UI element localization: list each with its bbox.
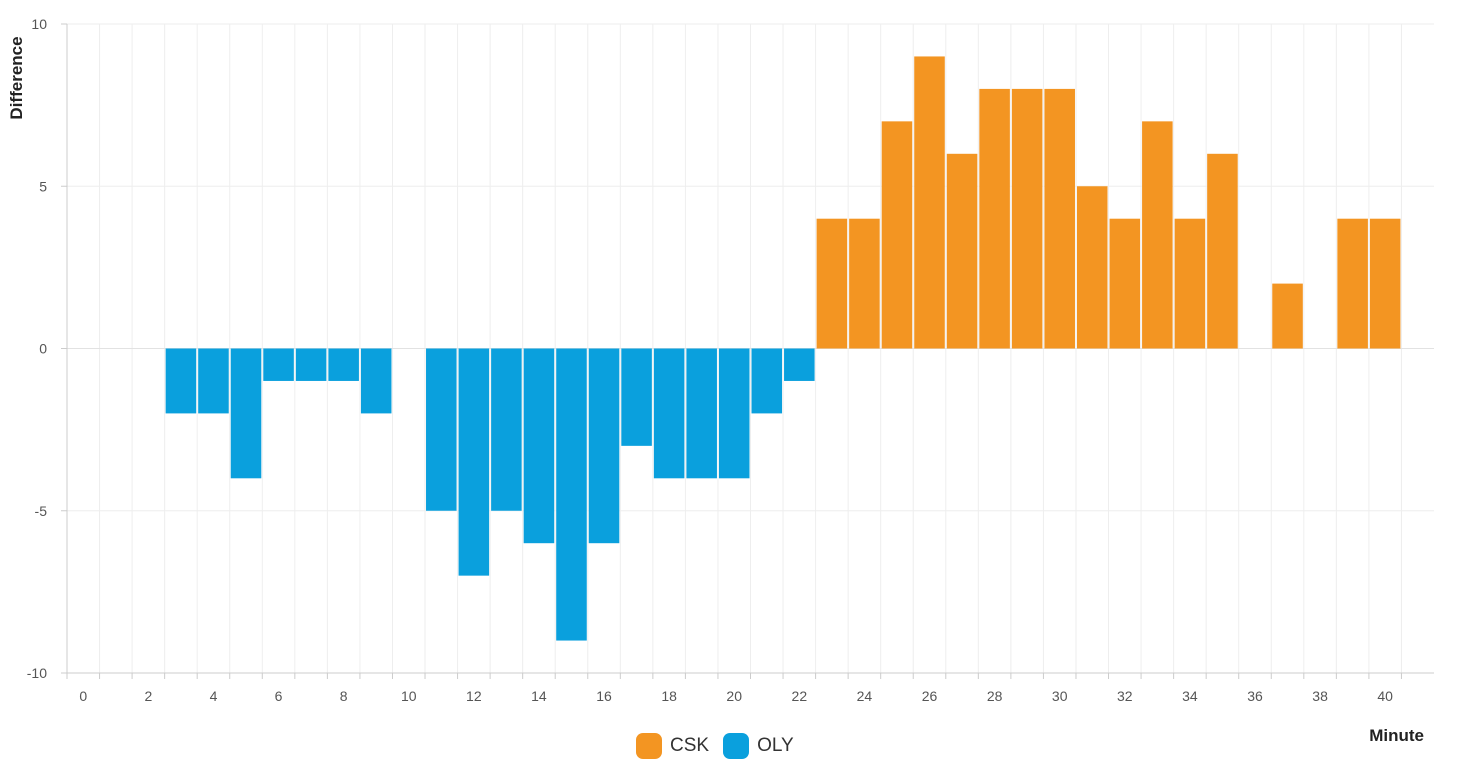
bar-oly-minute-14[interactable] bbox=[523, 348, 555, 544]
legend-item-oly[interactable]: OLY bbox=[723, 733, 794, 759]
bar-csk-minute-32[interactable] bbox=[1109, 218, 1141, 349]
bar-csk-minute-31[interactable] bbox=[1076, 186, 1108, 349]
bar-csk-minute-26[interactable] bbox=[914, 56, 945, 349]
x-tick-label: 0 bbox=[79, 688, 87, 704]
bar-oly-minute-17[interactable] bbox=[621, 348, 652, 446]
bar-oly-minute-3[interactable] bbox=[165, 348, 197, 414]
bar-oly-minute-7[interactable] bbox=[295, 348, 327, 381]
x-tick-label: 18 bbox=[661, 688, 677, 704]
bar-oly-minute-9[interactable] bbox=[360, 348, 392, 414]
bar-oly-minute-21[interactable] bbox=[751, 348, 783, 414]
y-axis-title: Difference bbox=[7, 36, 26, 119]
bar-oly-minute-8[interactable] bbox=[328, 348, 359, 381]
y-tick-label: -10 bbox=[27, 665, 47, 681]
bar-csk-minute-27[interactable] bbox=[946, 153, 978, 349]
bar-oly-minute-15[interactable] bbox=[556, 348, 587, 641]
bar-csk-minute-35[interactable] bbox=[1207, 153, 1238, 349]
x-tick-label: 40 bbox=[1377, 688, 1393, 704]
bar-oly-minute-4[interactable] bbox=[198, 348, 229, 414]
bar-csk-minute-30[interactable] bbox=[1044, 88, 1075, 349]
bar-oly-minute-22[interactable] bbox=[784, 348, 815, 381]
y-tick-label: 0 bbox=[39, 341, 47, 357]
x-tick-label: 34 bbox=[1182, 688, 1198, 704]
bar-oly-minute-16[interactable] bbox=[588, 348, 620, 544]
bar-oly-minute-19[interactable] bbox=[686, 348, 717, 479]
x-tick-label: 10 bbox=[401, 688, 417, 704]
x-tick-label: 32 bbox=[1117, 688, 1133, 704]
bar-oly-minute-18[interactable] bbox=[653, 348, 685, 479]
bar-csk-minute-39[interactable] bbox=[1337, 218, 1368, 349]
x-tick-label: 6 bbox=[275, 688, 283, 704]
bar-csk-minute-33[interactable] bbox=[1142, 121, 1173, 349]
x-tick-label: 30 bbox=[1052, 688, 1068, 704]
bar-csk-minute-34[interactable] bbox=[1174, 218, 1206, 349]
x-tick-label: 8 bbox=[340, 688, 348, 704]
legend-swatch-oly bbox=[723, 733, 750, 759]
bars bbox=[165, 56, 1401, 641]
x-axis-title: Minute bbox=[1369, 726, 1424, 745]
x-tick-label: 14 bbox=[531, 688, 547, 704]
x-tick-label: 4 bbox=[210, 688, 218, 704]
bar-csk-minute-40[interactable] bbox=[1369, 218, 1401, 349]
y-tick-label: 10 bbox=[31, 16, 47, 32]
x-tick-label: 12 bbox=[466, 688, 482, 704]
x-tick-label: 38 bbox=[1312, 688, 1328, 704]
grid-lines bbox=[66, 23, 1434, 674]
bar-oly-minute-12[interactable] bbox=[458, 348, 490, 576]
bar-csk-minute-29[interactable] bbox=[1011, 88, 1043, 349]
x-tick-label: 16 bbox=[596, 688, 612, 704]
bar-oly-minute-11[interactable] bbox=[426, 348, 457, 511]
x-tick-label: 2 bbox=[144, 688, 152, 704]
bar-oly-minute-13[interactable] bbox=[491, 348, 522, 511]
legend-item-csk[interactable]: CSK bbox=[636, 733, 709, 759]
legend-label-oly: OLY bbox=[757, 735, 794, 756]
y-tick-label: 5 bbox=[39, 178, 47, 194]
legend-label-csk: CSK bbox=[670, 735, 710, 756]
bar-csk-minute-28[interactable] bbox=[979, 88, 1010, 349]
bar-oly-minute-6[interactable] bbox=[263, 348, 294, 381]
x-tick-label: 24 bbox=[857, 688, 873, 704]
x-tick-label: 36 bbox=[1247, 688, 1263, 704]
legend: CSK OLY bbox=[636, 733, 808, 759]
bar-csk-minute-37[interactable] bbox=[1272, 283, 1303, 349]
x-tick-label: 26 bbox=[922, 688, 938, 704]
bar-oly-minute-5[interactable] bbox=[230, 348, 262, 479]
bar-oly-minute-20[interactable] bbox=[718, 348, 750, 479]
bar-csk-minute-25[interactable] bbox=[881, 121, 913, 349]
x-tick-label: 28 bbox=[987, 688, 1003, 704]
y-tick-label: -5 bbox=[35, 503, 48, 519]
x-tick-label: 20 bbox=[726, 688, 742, 704]
bar-csk-minute-23[interactable] bbox=[816, 218, 848, 349]
bar-csk-minute-24[interactable] bbox=[849, 218, 880, 349]
legend-swatch-csk bbox=[636, 733, 662, 759]
x-tick-label: 22 bbox=[792, 688, 808, 704]
